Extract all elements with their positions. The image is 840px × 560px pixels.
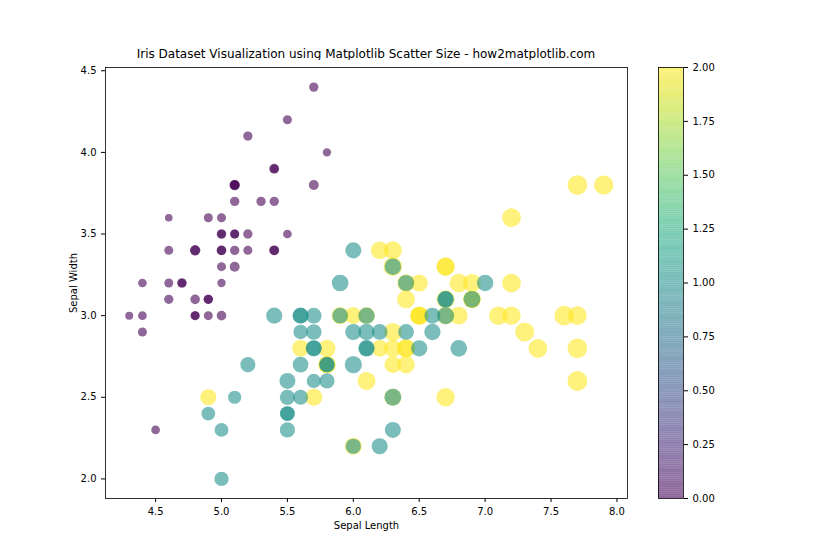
svg-text:6.5: 6.5	[411, 506, 427, 517]
svg-text:0.00: 0.00	[693, 493, 715, 504]
svg-text:4.0: 4.0	[81, 147, 97, 158]
html-text:Iris Dataset Visualization usi: Iris Dataset Visualization using Matplot…	[136, 47, 596, 61]
svg-text:0.50: 0.50	[693, 385, 715, 396]
svg-text:2.5: 2.5	[81, 391, 97, 402]
svg-text:5.0: 5.0	[214, 506, 230, 517]
svg-text:0.75: 0.75	[693, 331, 715, 342]
svg-text:5.5: 5.5	[279, 506, 295, 517]
svg-text:1.75: 1.75	[693, 116, 715, 127]
svg-text:3.0: 3.0	[81, 310, 97, 321]
svg-text:Sepal Width: Sepal Width	[68, 253, 79, 313]
svg-text:1.50: 1.50	[693, 169, 715, 180]
svg-text:7.0: 7.0	[477, 506, 493, 517]
svg-text:4.5: 4.5	[81, 65, 97, 76]
svg-text:2.0: 2.0	[81, 473, 97, 484]
svg-text:7.5: 7.5	[543, 506, 559, 517]
svg-text:8.0: 8.0	[609, 506, 625, 517]
svg-text:6.0: 6.0	[345, 506, 361, 517]
svg-text:0.25: 0.25	[693, 439, 715, 450]
svg-text:3.5: 3.5	[81, 228, 97, 239]
svg-text:1.25: 1.25	[693, 223, 715, 234]
svg-text:2.00: 2.00	[693, 62, 715, 73]
svg-text:Sepal Length: Sepal Length	[334, 520, 399, 531]
svg-text:4.5: 4.5	[148, 506, 164, 517]
svg-text:1.00: 1.00	[693, 277, 715, 288]
